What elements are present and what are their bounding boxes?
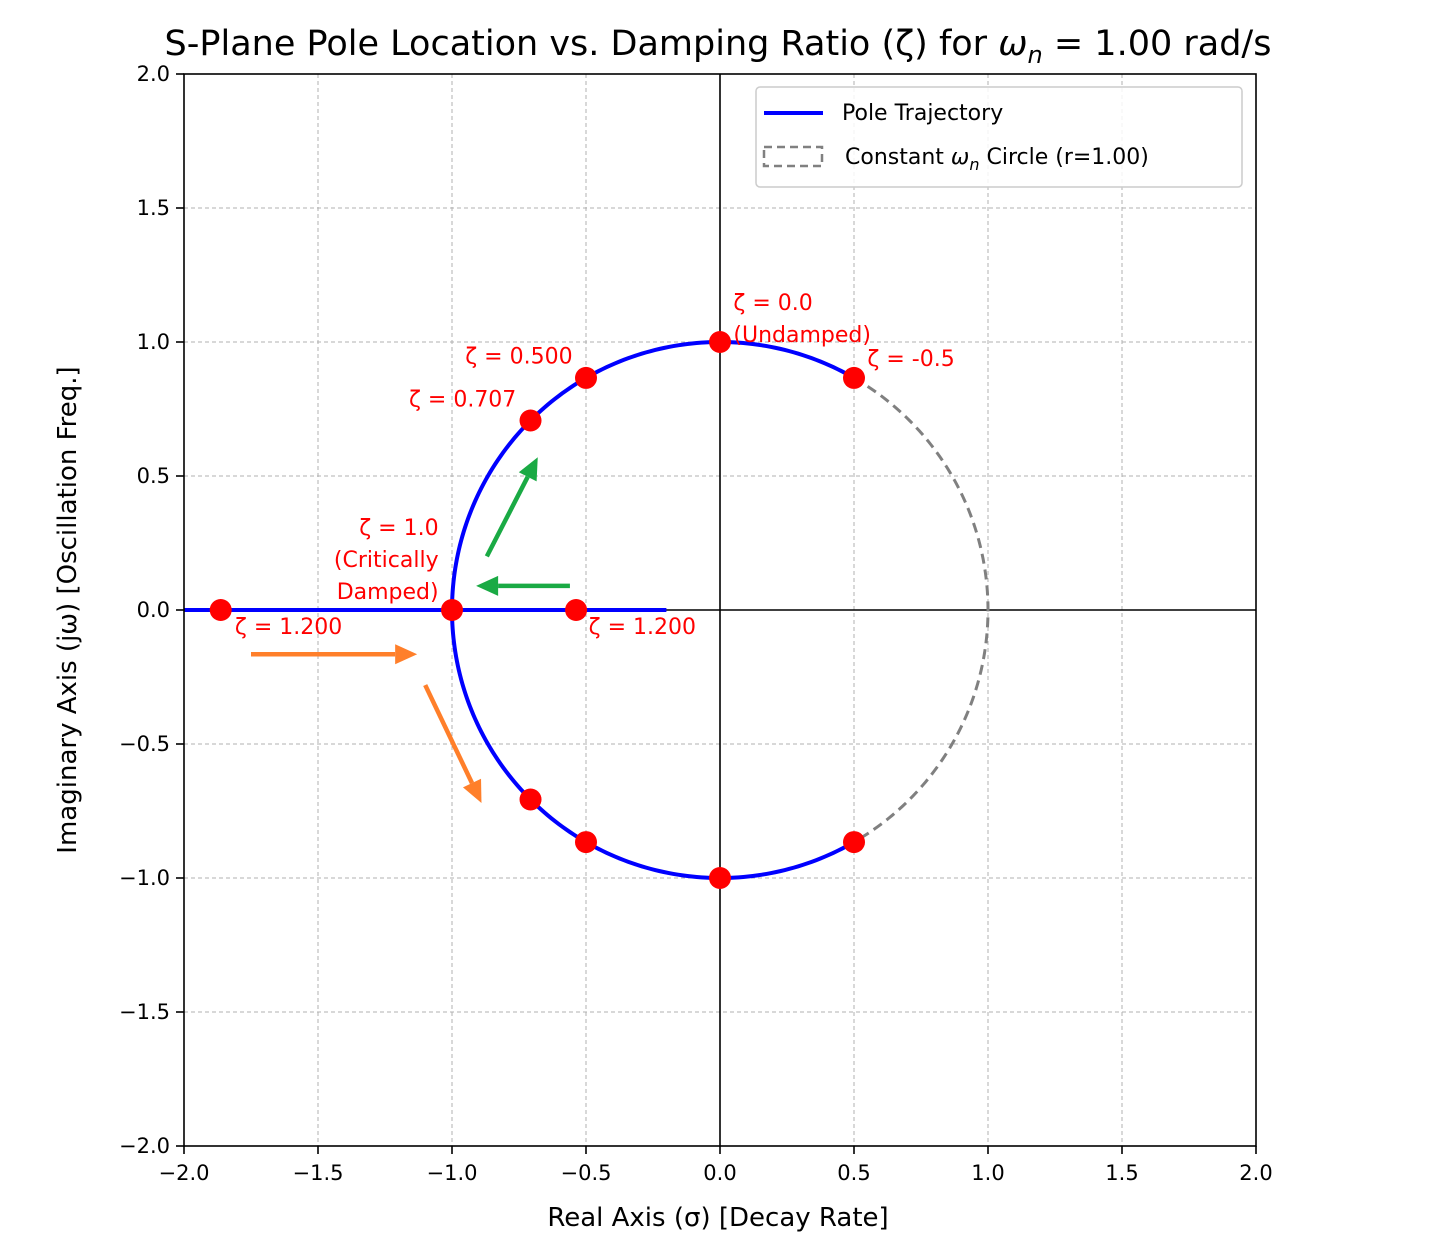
x-tick-label-4: 0.0 (703, 1161, 736, 1185)
x-tick-label-5: 0.5 (837, 1161, 870, 1185)
x-axis-label: Real Axis (σ) [Decay Rate] (547, 1203, 888, 1233)
legend-trajectory-label: Pole Trajectory (842, 101, 1003, 126)
y-tick-label-1: −1.5 (119, 1000, 170, 1024)
x-tick-label-6: 1.0 (971, 1161, 1004, 1185)
y-tick-label-6: 1.0 (137, 330, 170, 354)
y-tick-label-2: −1.0 (119, 866, 170, 890)
zeta-annotation-1: ζ = 0.500 (465, 344, 572, 369)
pole-marker-10 (843, 831, 865, 854)
legend-box (755, 86, 1243, 188)
y-tick-label-5: 0.5 (137, 464, 170, 488)
pole-marker-6 (441, 599, 463, 621)
pole-marker-7 (209, 599, 232, 621)
zeta-annotation-4: ζ = 1.0 (Critically Damped) (334, 516, 439, 605)
y-tick-label-8: 2.0 (137, 62, 170, 86)
direction-arrow-3 (423, 684, 475, 785)
legend-circle-label: Constant ωn Circle (r=1.00) (845, 145, 1149, 174)
pole-marker-9 (843, 366, 865, 389)
pole-marker-3 (575, 831, 597, 854)
pole-marker-8 (565, 599, 588, 621)
ticks: −2.0 −1.5 −1.0 −0.5 0.0 0.5 1.0 1.5 2.0 −2.0 −1.5 −… (119, 62, 1273, 1185)
chart-title: S-Plane Pole Location vs. Damping Ratio … (165, 24, 1272, 69)
annotations: ζ = 0.0 (Undamped) ζ = 0.500 ζ = 0.707 ζ = -… (235, 291, 955, 640)
zeta-annotation-2: ζ = 0.707 (409, 387, 516, 412)
pole-marker-5 (519, 788, 542, 811)
direction-arrow-head-3 (462, 778, 482, 803)
direction-arrow-head-2 (395, 644, 418, 665)
x-tick-label-7: 1.5 (1105, 1161, 1138, 1185)
pole-marker-4 (519, 409, 542, 432)
x-tick-label-3: −0.5 (561, 1161, 612, 1185)
y-tick-label-4: 0.0 (137, 598, 170, 622)
zeta-annotation-6: ζ = 1.200 (589, 615, 696, 640)
direction-arrow-head-0 (518, 457, 538, 482)
direction-arrow-0 (484, 475, 530, 558)
legend-circle-swatch (762, 145, 824, 168)
poles (209, 331, 865, 889)
x-tick-label-0: −2.0 (159, 1161, 210, 1185)
constant-omega-circle (853, 376, 990, 844)
zeta-annotation-0: ζ = 0.0 (Undamped) (733, 291, 871, 348)
pole-marker-1 (709, 867, 731, 889)
zeta-annotation-3: ζ = -0.5 (867, 347, 954, 372)
y-tick-label-0: −2.0 (119, 1134, 170, 1158)
direction-arrow-head-1 (476, 575, 499, 596)
x-tick-label-8: 2.0 (1239, 1161, 1272, 1185)
pole-marker-0 (709, 331, 731, 353)
title-subscript: n (1028, 41, 1043, 69)
y-axis-label: Imaginary Axis (jω) [Oscillation Freq.] (53, 366, 83, 853)
legend: Pole Trajectory Constant ωn Circle (r=1.… (755, 86, 1243, 188)
zeta-annotation-5: ζ = 1.200 (235, 615, 342, 640)
arrows (251, 457, 570, 803)
y-tick-label-7: 1.5 (137, 196, 170, 220)
x-tick-label-2: −1.0 (427, 1161, 478, 1185)
x-tick-label-1: −1.5 (293, 1161, 344, 1185)
title-omega: ω (998, 24, 1027, 64)
pole-marker-2 (575, 366, 597, 389)
y-tick-label-3: −0.5 (119, 732, 170, 756)
